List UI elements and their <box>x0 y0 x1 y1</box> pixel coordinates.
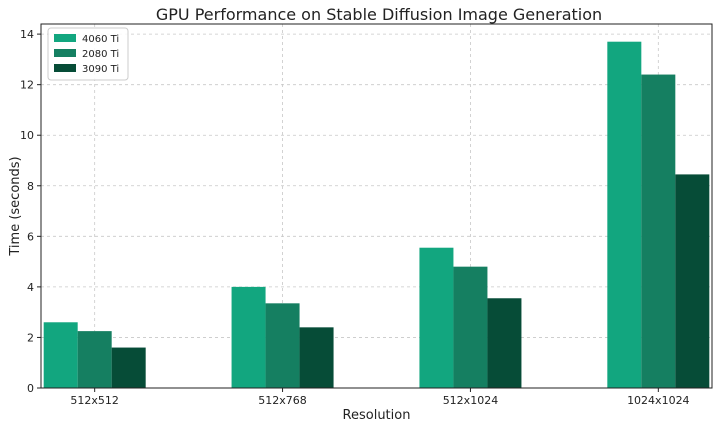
y-tick-label: 4 <box>27 281 34 294</box>
bars <box>43 41 710 389</box>
legend-swatch <box>54 64 76 72</box>
y-axis-label: Time (seconds) <box>8 156 23 256</box>
y-tick-label: 10 <box>20 129 34 142</box>
y-tick-label: 2 <box>27 331 34 344</box>
bar-3090-ti-512x1024 <box>487 298 522 388</box>
plot-frame <box>40 23 713 389</box>
x-tick-label: 512x1024 <box>443 394 499 407</box>
y-tick-label: 8 <box>27 180 34 193</box>
bar-4060-ti-1024x1024 <box>607 41 642 388</box>
bar-4060-ti-512x512 <box>43 322 78 388</box>
chart-title: GPU Performance on Stable Diffusion Imag… <box>156 5 602 24</box>
bar-2080-ti-512x1024 <box>453 266 488 388</box>
y-tick-label: 0 <box>27 382 34 395</box>
bar-2080-ti-512x768 <box>265 303 300 388</box>
x-axis-label: Resolution <box>343 408 411 423</box>
bar-3090-ti-512x512 <box>111 347 146 388</box>
bar-4060-ti-512x1024 <box>419 247 454 388</box>
bar-3090-ti-1024x1024 <box>675 174 710 388</box>
legend-label: 2080 Ti <box>82 49 119 60</box>
x-axis: 512x512 512x768 512x1024 1024x1024 <box>70 388 690 407</box>
bar-2080-ti-512x512 <box>77 331 112 388</box>
y-tick-label: 6 <box>27 230 34 243</box>
x-tick-label: 512x512 <box>70 394 119 407</box>
legend-label: 3090 Ti <box>82 64 119 75</box>
x-tick-label: 512x768 <box>258 394 307 407</box>
y-axis: 0 2 4 6 8 10 12 14 <box>20 28 41 395</box>
x-tick-label: 1024x1024 <box>627 394 690 407</box>
bar-3090-ti-512x768 <box>299 327 334 388</box>
legend: 4060 Ti 2080 Ti 3090 Ti <box>47 27 129 81</box>
bar-4060-ti-512x768 <box>231 286 266 388</box>
legend-swatch <box>54 49 76 57</box>
legend-label: 4060 Ti <box>82 34 119 45</box>
y-tick-label: 14 <box>20 28 34 41</box>
legend-swatch <box>54 34 76 42</box>
y-tick-label: 12 <box>20 79 34 92</box>
bar-2080-ti-1024x1024 <box>641 74 676 389</box>
